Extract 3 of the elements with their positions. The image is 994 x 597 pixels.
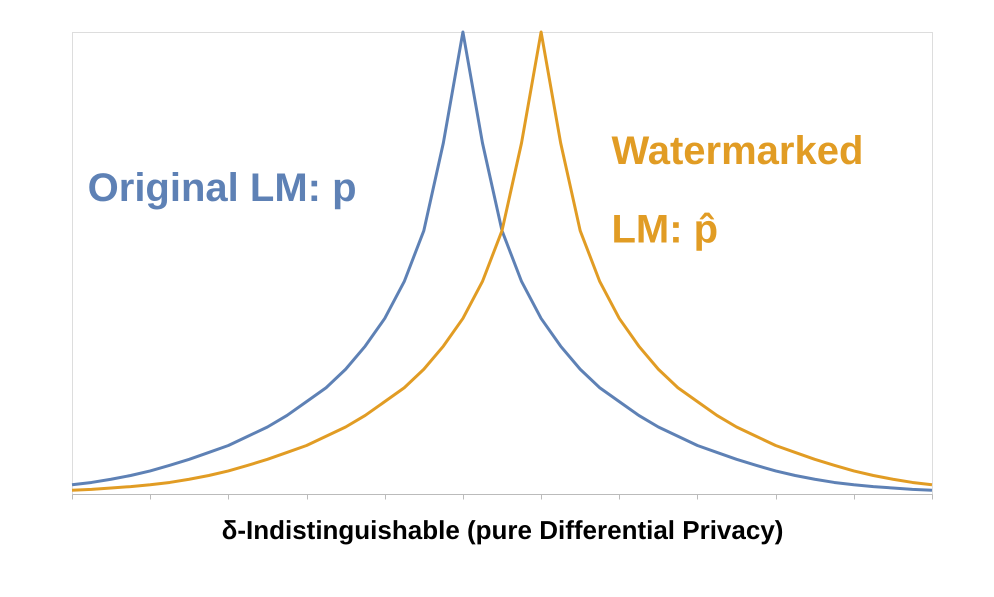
x-axis-title: δ-Indistinguishable (pure Differential Privacy): [222, 515, 784, 545]
series-label: Original LM: p: [88, 166, 357, 210]
series-label: Watermarked LM: p̂: [611, 129, 864, 252]
